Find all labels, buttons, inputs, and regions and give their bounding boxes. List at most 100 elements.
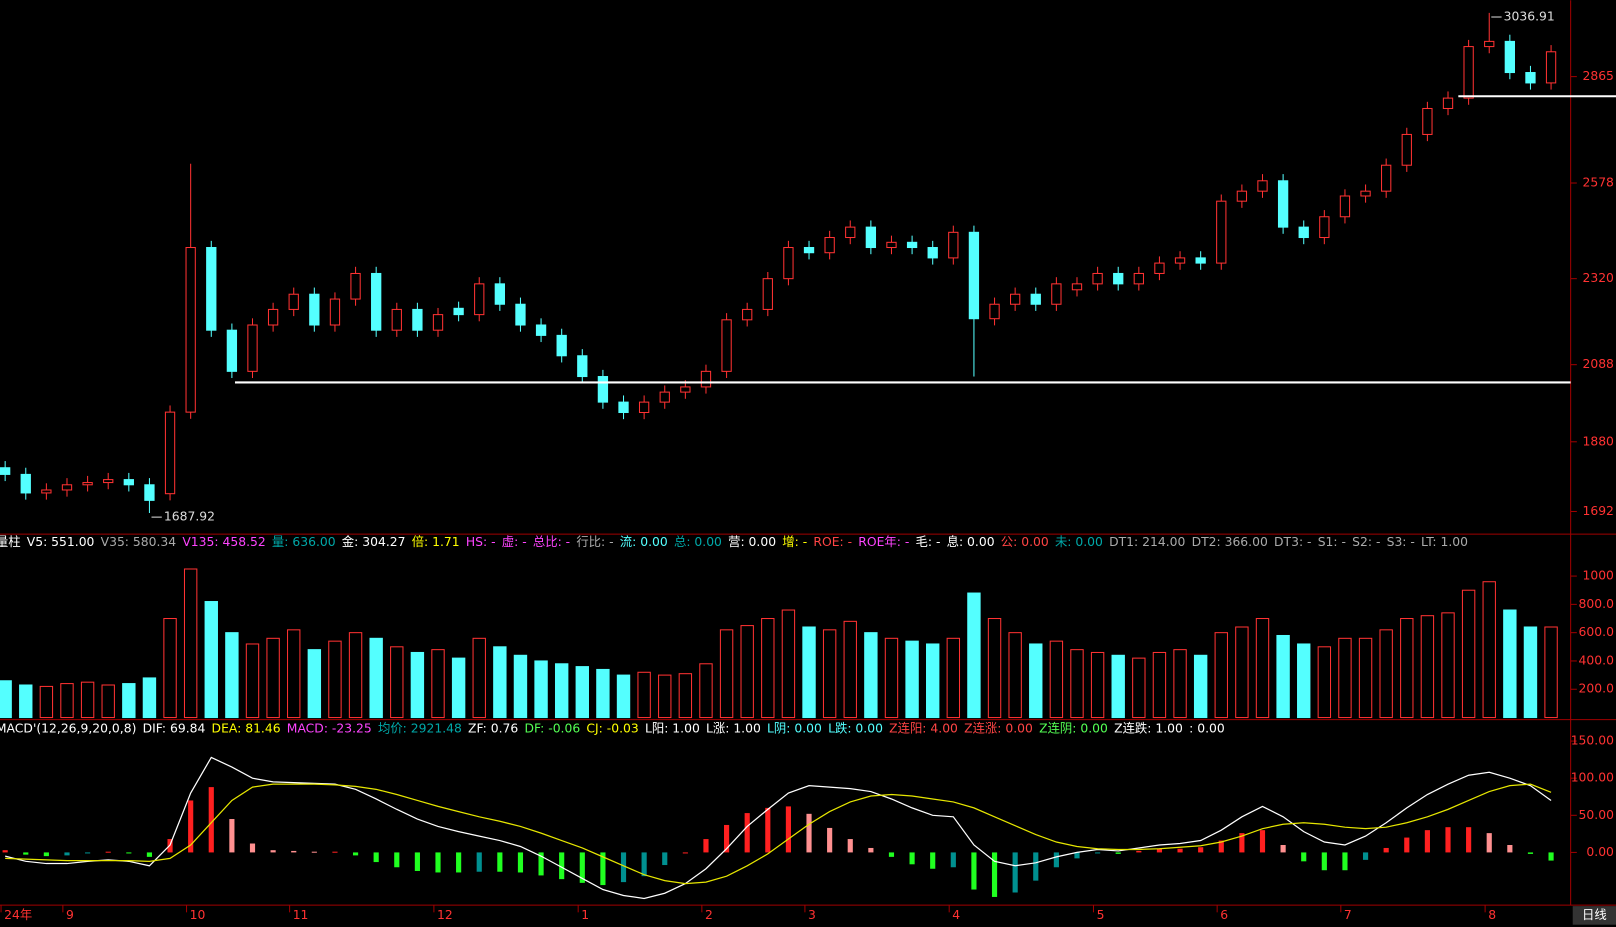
candle-body xyxy=(432,314,444,331)
macd-bar xyxy=(517,852,524,873)
x-tick-label: 10 xyxy=(190,908,206,922)
candle-body xyxy=(762,278,773,310)
indicator-value: V35: 580.34 xyxy=(101,535,177,549)
indicator-value: 金: 304.27 xyxy=(342,534,406,549)
volume-bar xyxy=(266,637,280,719)
volume-bar xyxy=(946,637,961,719)
volume-bar xyxy=(1235,626,1249,719)
volume-bar xyxy=(1317,646,1332,719)
macd-bar xyxy=(1074,852,1080,859)
candle-body xyxy=(948,231,959,259)
indicator-value: L阳: 1.00 xyxy=(645,721,700,735)
macd-bar xyxy=(1198,847,1204,853)
indicator-value: 均价: 2921.48 xyxy=(378,721,462,735)
indicator-value: 增: - xyxy=(782,534,807,549)
candle-body xyxy=(742,308,753,321)
macd-bar xyxy=(559,852,565,880)
volume-bar xyxy=(864,632,878,719)
macd-bar xyxy=(1218,840,1224,853)
macd-bar xyxy=(1527,852,1534,854)
macd-bar xyxy=(394,852,400,868)
volume-bar xyxy=(225,632,239,719)
volume-bar xyxy=(1482,581,1496,719)
macd-bar xyxy=(971,852,977,890)
macd-bar xyxy=(1259,830,1266,853)
candle-body xyxy=(206,247,217,331)
macd-bar xyxy=(414,852,420,871)
macd-bar xyxy=(703,839,709,853)
candle-body xyxy=(1504,40,1515,74)
candle-body xyxy=(1381,164,1392,192)
annotation: 3036.91 xyxy=(1504,10,1555,24)
volume-bar xyxy=(884,637,899,719)
candle-body xyxy=(20,473,31,494)
indicator-value: Z连阳: 4.00 xyxy=(889,720,958,735)
indicator-value: 公: 0.00 xyxy=(1001,535,1049,549)
macd-bar xyxy=(1239,833,1245,853)
candle-body xyxy=(82,482,93,486)
candle-body xyxy=(1422,107,1433,135)
volume-bar xyxy=(781,609,796,719)
macd-bar xyxy=(1486,833,1492,853)
candle-body xyxy=(1092,272,1103,285)
volume-bar xyxy=(1420,615,1435,719)
macd-bar xyxy=(270,850,276,853)
volume-bar xyxy=(1008,632,1022,719)
candle-body xyxy=(247,324,258,372)
candle-body xyxy=(845,226,856,239)
candle-body xyxy=(865,226,877,249)
period-label[interactable]: 日线 xyxy=(1582,908,1607,922)
volume-bar xyxy=(472,637,486,719)
macd-bar xyxy=(85,852,91,854)
indicator-value: MACD: -23.25 xyxy=(287,721,372,735)
y-tick-label: 150.00 xyxy=(1571,734,1614,748)
y-tick-label: 1880 xyxy=(1582,434,1614,448)
candle-body xyxy=(700,370,712,388)
candle-body xyxy=(1463,46,1474,99)
macd-bar xyxy=(785,806,791,853)
macd-bar xyxy=(1321,852,1327,871)
indicator-value: ROE年: - xyxy=(858,535,909,549)
macd-bar xyxy=(1342,852,1348,871)
macd-bar xyxy=(373,852,379,863)
volume-bar xyxy=(822,629,837,719)
volume-bar xyxy=(513,654,528,719)
volume-bar xyxy=(1049,640,1064,719)
macd-bar xyxy=(146,852,153,857)
candle-body xyxy=(1051,283,1062,305)
indicator-value: 毛: - xyxy=(916,535,941,549)
y-tick-label: 2865 xyxy=(1582,69,1613,83)
y-tick-label: 2578 xyxy=(1582,176,1614,190)
volume-bar xyxy=(80,681,95,719)
candle-body xyxy=(288,293,299,310)
macd-bar xyxy=(1301,852,1307,862)
x-tick-label: 1 xyxy=(581,908,589,922)
macd-bar xyxy=(1095,852,1101,854)
y-tick-label: 0.00 xyxy=(1586,845,1614,859)
volume-bar xyxy=(843,620,857,719)
macd-bar xyxy=(1507,844,1513,853)
macd-bar xyxy=(64,852,70,856)
macd-bar xyxy=(43,852,49,857)
x-tick-label: 24年 xyxy=(4,908,32,922)
candle-body xyxy=(1195,257,1206,264)
candle-body xyxy=(1339,195,1351,218)
volume-bar xyxy=(1152,651,1167,719)
candle-body xyxy=(1442,97,1454,110)
volume-bar xyxy=(658,674,672,719)
indicator-value: 虚: - xyxy=(502,535,527,549)
volume-bar xyxy=(142,677,157,719)
candle-body xyxy=(1154,262,1165,274)
candle-body xyxy=(1257,180,1268,192)
candle-body xyxy=(1216,200,1227,264)
macd-bar xyxy=(291,850,297,853)
candle-body xyxy=(41,489,52,494)
volume-bar xyxy=(1297,643,1311,719)
volume-bar xyxy=(1503,609,1517,719)
indicator-value: L阴: 0.00 xyxy=(767,721,822,735)
period-tab[interactable] xyxy=(1572,906,1616,925)
macd-bar xyxy=(724,824,730,853)
macd-bar xyxy=(1033,852,1039,881)
indicator-value: Z连阴: 0.00 xyxy=(1039,720,1108,735)
macd-bar xyxy=(950,852,956,868)
